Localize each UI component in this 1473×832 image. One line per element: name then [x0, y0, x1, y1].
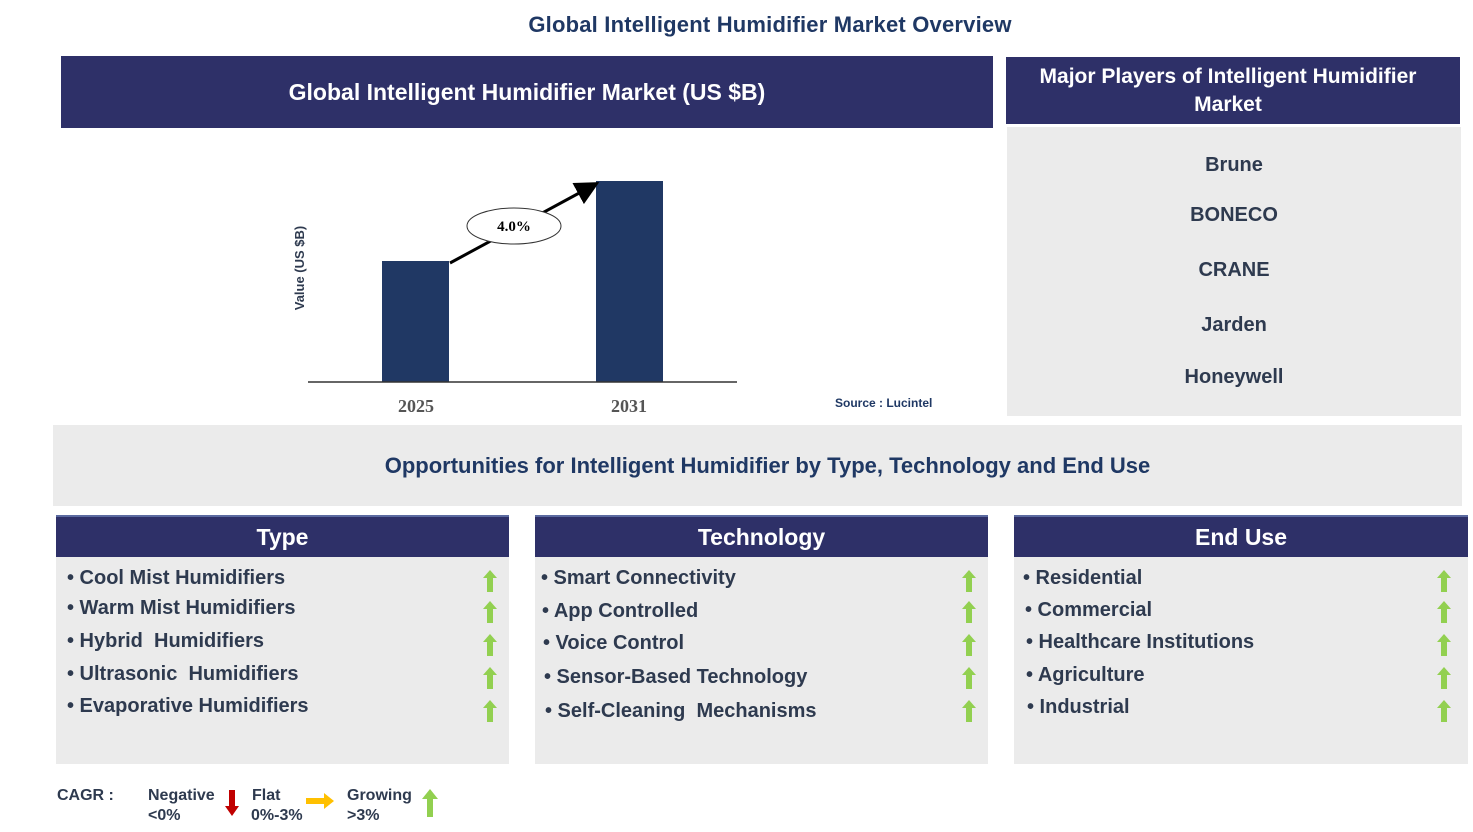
segment-item: • Commercial [1025, 599, 1153, 621]
segment-type: Type • Cool Mist Humidifiers • Warm Mist… [56, 515, 509, 764]
segment-end-use: End Use • Residential • Commercial • Hea… [1014, 515, 1468, 764]
y-axis-label: Value (US $B) [292, 226, 307, 311]
player-item: Brune [1205, 154, 1263, 176]
segment-item: • Agriculture [1026, 664, 1145, 686]
player-item: CRANE [1198, 259, 1270, 281]
segment-item: • Voice Control [543, 632, 685, 654]
cagr-label: 4.0% [497, 219, 531, 235]
growing-arrow-icon [1437, 667, 1451, 689]
source-label: Source : Lucintel [835, 396, 932, 410]
segment-item: • Cool Mist Humidifiers [67, 567, 286, 589]
player-item: Honeywell [1184, 366, 1284, 388]
legend-flat-name: Flat [252, 787, 281, 804]
growing-arrow-icon [1437, 570, 1451, 592]
segment-header: End Use [1014, 515, 1468, 557]
segment-item: • Healthcare Institutions [1026, 631, 1255, 653]
segment-header: Technology [535, 515, 988, 557]
chart-header: Global Intelligent Humidifier Market (US… [61, 56, 993, 128]
legend-growing-range: >3% [347, 807, 380, 824]
bar-2025 [382, 261, 449, 382]
players-list: Brune BONECO CRANE Jarden Honeywell [1007, 127, 1461, 416]
growing-arrow-icon [962, 634, 976, 656]
growing-arrow-icon [962, 570, 976, 592]
cagr-bubble [466, 207, 562, 245]
opportunities-title: Opportunities for Intelligent Humidifier… [53, 425, 1462, 506]
bar-2031 [596, 181, 663, 382]
segment-item: • Warm Mist Humidifiers [67, 597, 296, 619]
player-item: Jarden [1201, 314, 1267, 336]
legend-label: CAGR : [57, 787, 114, 804]
segment-item: • Smart Connectivity [541, 567, 736, 589]
bar-chart: Value (US $B) 4.0% 2025 2031 Source : Lu… [280, 140, 980, 425]
players-header: Major Players of Intelligent Humidifier … [1006, 57, 1460, 124]
legend-growing-name: Growing [347, 787, 412, 804]
growing-arrow-icon [962, 601, 976, 623]
growing-arrow-icon [483, 667, 497, 689]
segment-item: • Self-Cleaning Mechanisms [545, 700, 817, 722]
growing-arrow-icon [1437, 634, 1451, 656]
negative-arrow-icon [225, 790, 239, 816]
segment-item: • Ultrasonic Humidifiers [67, 663, 299, 685]
growing-arrow-icon [1437, 700, 1451, 722]
player-item: BONECO [1190, 204, 1278, 226]
segment-item: • Evaporative Humidifiers [67, 695, 309, 717]
growing-arrow-icon [483, 570, 497, 592]
segment-item: • App Controlled [542, 600, 699, 622]
legend-negative-name: Negative [148, 787, 215, 804]
growing-arrow-icon [962, 667, 976, 689]
segment-header: Type [56, 515, 509, 557]
x-tick-2031: 2031 [611, 396, 647, 416]
flat-arrow-icon [306, 793, 334, 809]
growing-arrow-icon [483, 634, 497, 656]
growing-arrow-icon [483, 700, 497, 722]
growing-arrow-icon [422, 789, 438, 817]
segment-technology: Technology • Smart Connectivity • App Co… [535, 515, 988, 764]
legend-flat-range: 0%-3% [251, 807, 303, 824]
growing-arrow-icon [483, 601, 497, 623]
growing-arrow-icon [1437, 601, 1451, 623]
growing-arrow-icon [962, 700, 976, 722]
legend-negative-range: <0% [148, 807, 181, 824]
segment-item: • Industrial [1027, 696, 1130, 718]
segment-item: • Hybrid Humidifiers [67, 630, 265, 652]
segment-item: • Sensor-Based Technology [544, 666, 808, 688]
x-tick-2025: 2025 [398, 396, 434, 416]
page-title: Global Intelligent Humidifier Market Ove… [528, 12, 1012, 37]
segment-item: • Residential [1023, 567, 1143, 589]
